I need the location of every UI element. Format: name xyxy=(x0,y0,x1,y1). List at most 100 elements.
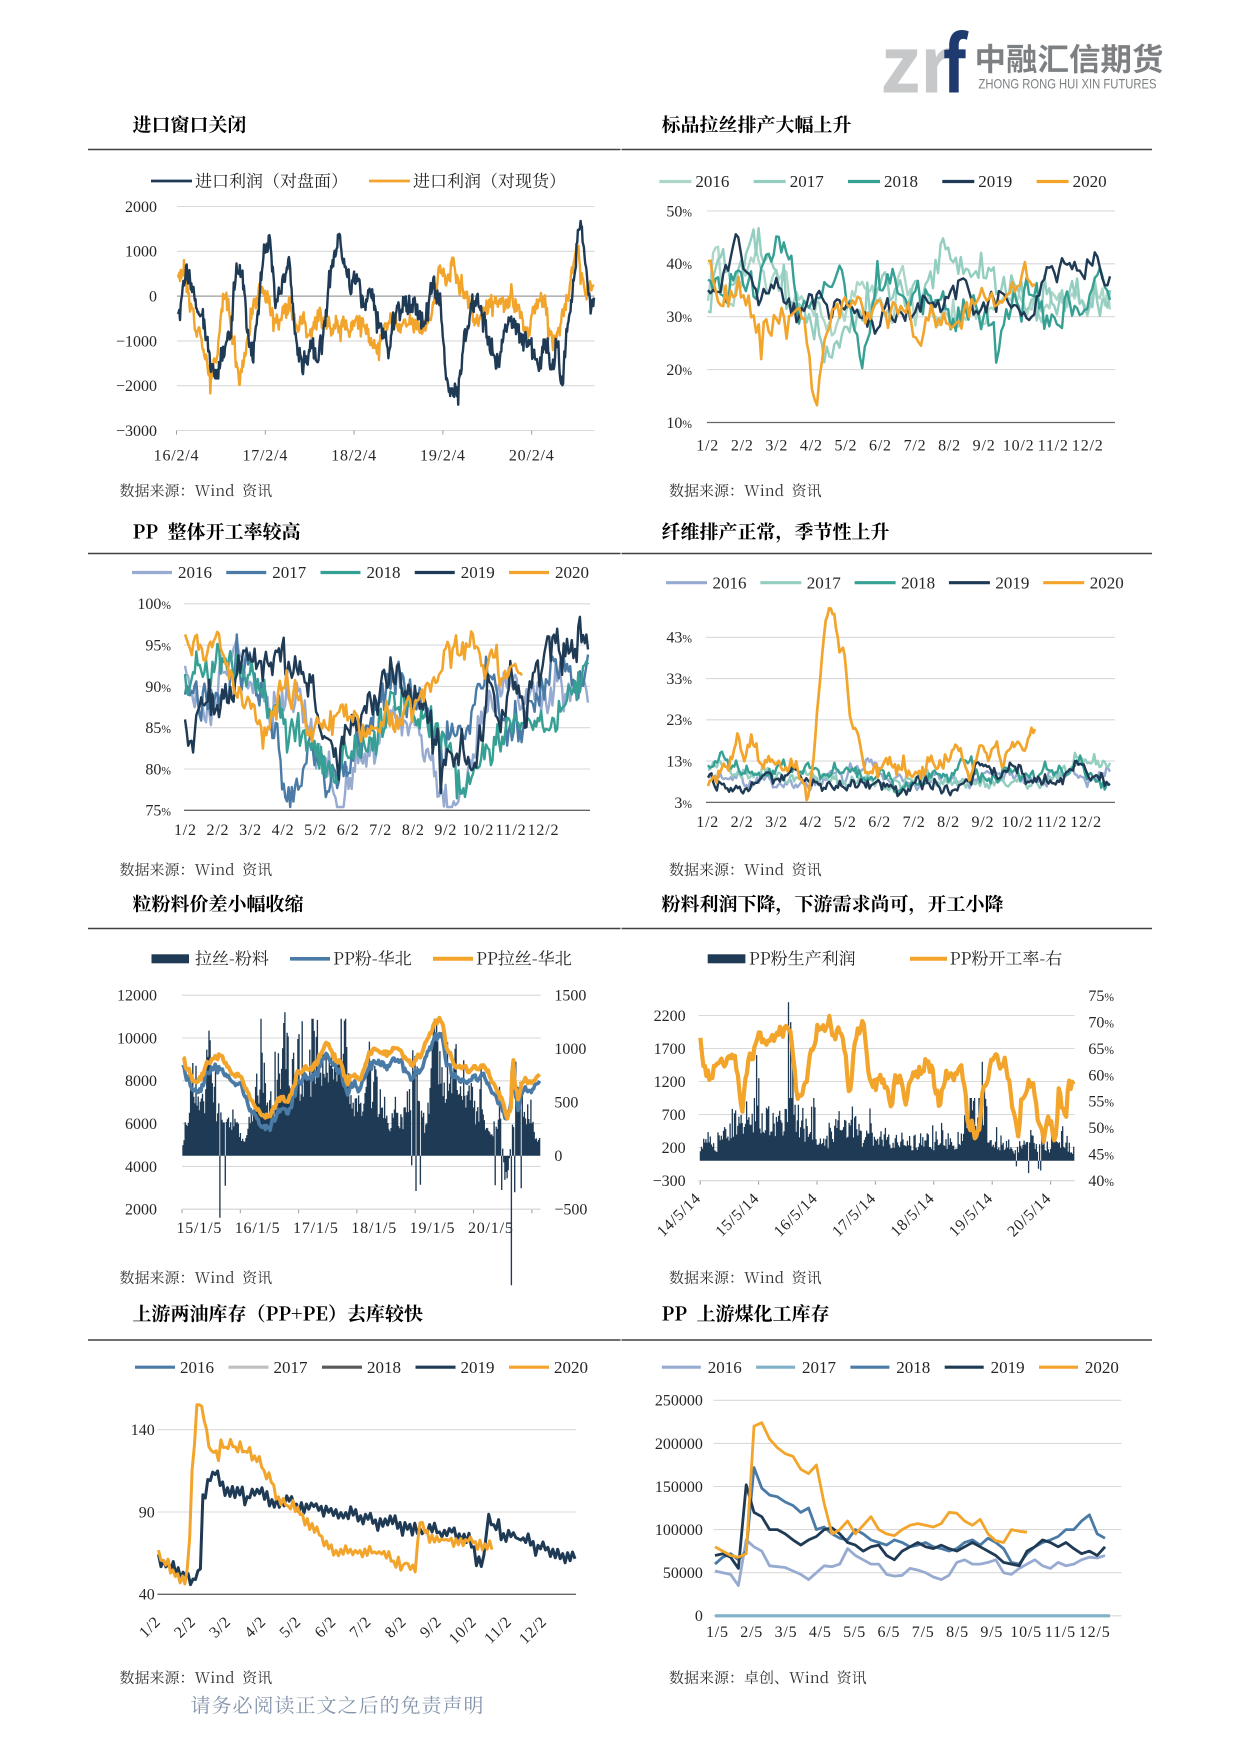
svg-text:5/5: 5/5 xyxy=(843,1624,866,1641)
svg-text:2019: 2019 xyxy=(995,573,1029,592)
svg-text:2/2: 2/2 xyxy=(171,1613,199,1641)
svg-text:2016: 2016 xyxy=(695,172,729,191)
svg-text:2016: 2016 xyxy=(708,1358,742,1377)
svg-text:40: 40 xyxy=(139,1587,155,1604)
svg-text:10/2: 10/2 xyxy=(1003,438,1035,455)
svg-text:150000: 150000 xyxy=(655,1479,703,1496)
svg-text:2017: 2017 xyxy=(274,1358,309,1377)
svg-text:7/2: 7/2 xyxy=(347,1613,375,1641)
svg-text:3/5: 3/5 xyxy=(775,1624,798,1641)
svg-text:33%: 33% xyxy=(666,671,692,688)
svg-text:200000: 200000 xyxy=(655,1436,703,1453)
svg-text:2016: 2016 xyxy=(713,573,747,592)
svg-text:40%: 40% xyxy=(1088,1173,1114,1190)
svg-text:2019: 2019 xyxy=(461,1358,495,1377)
svg-text:2016: 2016 xyxy=(180,1358,214,1377)
svg-text:2/2: 2/2 xyxy=(731,814,754,831)
svg-text:2018: 2018 xyxy=(896,1358,930,1377)
svg-text:17/5/14: 17/5/14 xyxy=(829,1190,880,1241)
svg-text:10/2: 10/2 xyxy=(463,822,495,839)
svg-text:5/2: 5/2 xyxy=(277,1613,305,1641)
svg-text:2016: 2016 xyxy=(178,563,212,582)
svg-text:9/2: 9/2 xyxy=(971,814,994,831)
svg-text:2018: 2018 xyxy=(367,1358,401,1377)
svg-text:55%: 55% xyxy=(1088,1094,1114,1111)
svg-text:14/5/14: 14/5/14 xyxy=(654,1190,705,1241)
svg-text:0: 0 xyxy=(554,1148,562,1165)
svg-text:11/5: 11/5 xyxy=(1045,1624,1076,1641)
svg-text:70%: 70% xyxy=(1088,1014,1114,1031)
svg-text:−1000: −1000 xyxy=(116,333,157,350)
svg-text:5/2: 5/2 xyxy=(834,814,857,831)
svg-text:10/2: 10/2 xyxy=(1001,814,1033,831)
svg-text:3/2: 3/2 xyxy=(765,438,788,455)
svg-text:2020: 2020 xyxy=(1073,172,1107,191)
svg-text:1000: 1000 xyxy=(125,244,157,261)
svg-text:11/2: 11/2 xyxy=(1036,814,1067,831)
svg-text:6/2: 6/2 xyxy=(868,814,891,831)
svg-text:40%: 40% xyxy=(666,256,692,273)
svg-text:100000: 100000 xyxy=(655,1522,703,1539)
svg-text:4/2: 4/2 xyxy=(241,1613,269,1641)
svg-text:5/2: 5/2 xyxy=(304,822,327,839)
svg-text:2/2: 2/2 xyxy=(731,438,754,455)
svg-text:20/1/5: 20/1/5 xyxy=(468,1220,514,1237)
svg-text:1/2: 1/2 xyxy=(696,438,719,455)
svg-text:140: 140 xyxy=(131,1422,155,1439)
svg-text:18/1/5: 18/1/5 xyxy=(351,1220,397,1237)
svg-text:6/2: 6/2 xyxy=(312,1613,340,1641)
svg-text:50000: 50000 xyxy=(663,1565,703,1582)
svg-text:4000: 4000 xyxy=(125,1159,157,1176)
svg-text:2/2: 2/2 xyxy=(207,822,230,839)
svg-text:1/5: 1/5 xyxy=(706,1624,729,1641)
svg-text:18/5/14: 18/5/14 xyxy=(888,1190,939,1241)
svg-text:2018: 2018 xyxy=(367,563,401,582)
svg-text:2000: 2000 xyxy=(125,1202,157,1219)
svg-text:8/2: 8/2 xyxy=(938,438,961,455)
svg-text:1200: 1200 xyxy=(654,1074,686,1091)
svg-text:45%: 45% xyxy=(1088,1147,1114,1164)
svg-text:17/2/4: 17/2/4 xyxy=(242,448,288,465)
svg-text:65%: 65% xyxy=(1088,1041,1114,1058)
svg-text:4/5: 4/5 xyxy=(809,1624,832,1641)
svg-text:90: 90 xyxy=(139,1504,155,1521)
svg-text:75%: 75% xyxy=(1088,988,1114,1005)
svg-text:20/5/14: 20/5/14 xyxy=(1004,1190,1055,1241)
svg-text:0: 0 xyxy=(695,1608,703,1625)
svg-text:4/2: 4/2 xyxy=(272,822,295,839)
svg-text:85%: 85% xyxy=(145,720,171,737)
svg-text:2017: 2017 xyxy=(802,1358,837,1377)
svg-text:80%: 80% xyxy=(145,761,171,778)
svg-text:6/5: 6/5 xyxy=(877,1624,900,1641)
svg-text:10000: 10000 xyxy=(117,1030,157,1047)
svg-text:7/2: 7/2 xyxy=(904,438,927,455)
svg-text:16/2/4: 16/2/4 xyxy=(154,448,200,465)
svg-text:9/5: 9/5 xyxy=(980,1624,1003,1641)
svg-text:20/2/4: 20/2/4 xyxy=(509,448,555,465)
svg-text:17/1/5: 17/1/5 xyxy=(293,1220,339,1237)
svg-text:5/2: 5/2 xyxy=(834,438,857,455)
svg-text:11/2: 11/2 xyxy=(481,1613,515,1647)
svg-text:6000: 6000 xyxy=(125,1116,157,1133)
svg-text:15/5/14: 15/5/14 xyxy=(712,1190,763,1241)
svg-text:10/5: 10/5 xyxy=(1010,1624,1042,1641)
svg-text:2019: 2019 xyxy=(991,1358,1025,1377)
svg-text:200: 200 xyxy=(662,1140,686,1157)
svg-text:2018: 2018 xyxy=(901,573,935,592)
svg-text:90%: 90% xyxy=(145,679,171,696)
svg-text:9/2: 9/2 xyxy=(434,822,457,839)
svg-text:12/5: 12/5 xyxy=(1079,1624,1111,1641)
svg-text:1/2: 1/2 xyxy=(696,814,719,831)
svg-text:12000: 12000 xyxy=(117,988,157,1005)
svg-text:2020: 2020 xyxy=(1085,1358,1119,1377)
svg-text:12/2: 12/2 xyxy=(516,1613,550,1647)
svg-text:6/2: 6/2 xyxy=(337,822,360,839)
svg-text:2020: 2020 xyxy=(555,563,589,582)
svg-text:15/1/5: 15/1/5 xyxy=(176,1220,222,1237)
svg-text:12/2: 12/2 xyxy=(528,822,560,839)
svg-text:10/2: 10/2 xyxy=(446,1613,480,1647)
svg-text:75%: 75% xyxy=(145,803,171,820)
svg-text:7/2: 7/2 xyxy=(369,822,392,839)
svg-text:3/2: 3/2 xyxy=(206,1613,234,1641)
svg-text:12/2: 12/2 xyxy=(1072,438,1104,455)
